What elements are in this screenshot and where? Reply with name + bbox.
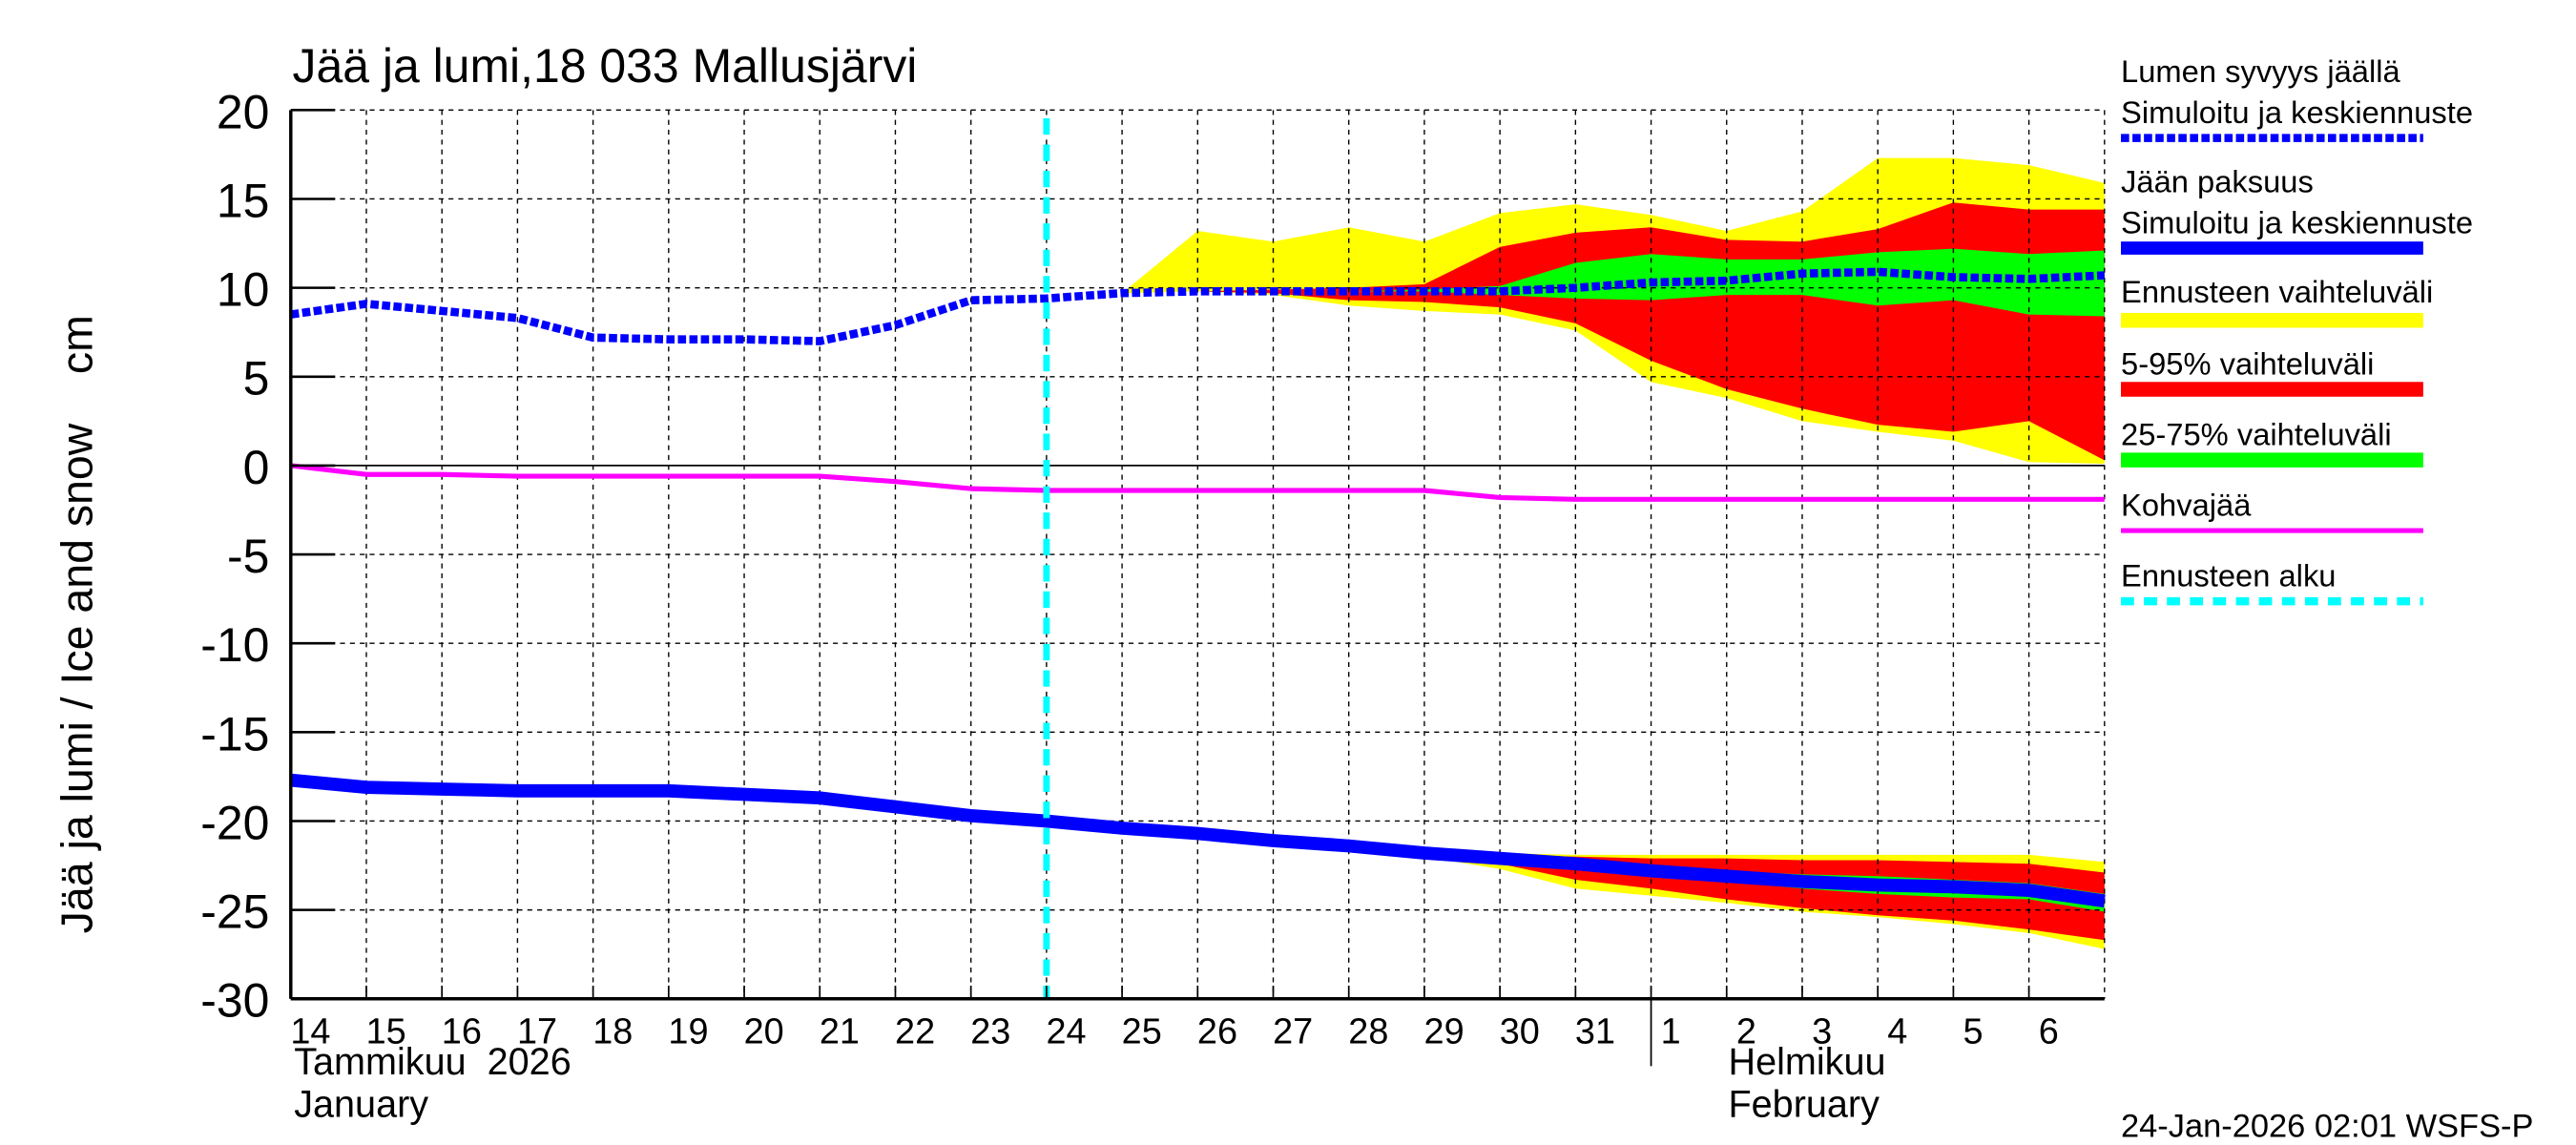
legend-item: Ennusteen alku [2121,558,2423,606]
month-label-feb-en: February [1728,1084,1880,1126]
legend-label: 25-75% vaihteluväli [2121,417,2392,452]
month-label-jan-en: January [294,1084,428,1126]
legend-label: Kohvajää [2121,488,2252,523]
ice-thickness-line [290,773,2106,908]
x-tick-label: 4 [1887,1011,1907,1051]
y-tick-label: 20 [217,85,270,138]
legend-label: Simuloitu ja keskiennuste [2121,94,2473,130]
x-tick-label: 15 [366,1011,406,1051]
y-tick-label: 5 [243,352,270,406]
x-tick-label: 19 [668,1011,708,1051]
grid [290,109,2106,999]
chart-title: Jää ja lumi,18 033 Mallusjärvi [293,39,918,93]
series-lines [290,117,2106,999]
x-tick-label: 17 [517,1011,557,1051]
legend: Lumen syvyys jäällä Simuloitu ja keskienn… [2121,53,2473,606]
month-label-feb-fi: Helmikuu [1728,1041,1885,1083]
legend-item: Lumen syvyys jäällä Simuloitu ja keskienn… [2121,53,2473,142]
ice-band-yellow [1122,826,2105,949]
legend-label: 5-95% vaihteluväli [2121,346,2374,382]
x-tick-label: 30 [1500,1011,1540,1051]
legend-item: Jään paksuus Simuloitu ja keskiennuste [2121,163,2473,255]
x-tick-label: 18 [592,1011,633,1051]
legend-item: 25-75% vaihteluväli [2121,417,2423,468]
ice-band-red [1122,827,2105,941]
x-tick-label: 20 [744,1011,784,1051]
y-tick-label: -30 [200,974,269,1028]
legend-label: Lumen syvyys jäällä [2121,53,2400,89]
x-tick-label: 28 [1348,1011,1388,1051]
y-tick-label: -10 [200,618,269,672]
snow-band-green [1122,248,2105,317]
x-tick-label: 16 [442,1011,482,1051]
y-tick-label: -20 [200,796,269,849]
legend-item: 5-95% vaihteluväli [2121,346,2423,397]
legend-label: Jään paksuus [2121,163,2314,198]
x-tick-label: 21 [820,1011,860,1051]
y-tick-label: -15 [200,707,269,760]
x-tick-label: 22 [895,1011,935,1051]
x-tick-label: 5 [1963,1011,1984,1051]
y-tick-label: 15 [217,174,270,227]
x-tick-label: 26 [1197,1011,1237,1051]
x-tick-label: 25 [1122,1011,1162,1051]
x-tick-label: 1 [1661,1011,1681,1051]
legend-label: Ennusteen alku [2121,558,2336,593]
x-tick-label: 23 [970,1011,1010,1051]
x-tick-label: 6 [2039,1011,2059,1051]
slush-ice-line [290,463,2105,502]
legend-label: Ennusteen vaihteluväli [2121,274,2433,309]
x-tick-label: 31 [1575,1011,1615,1051]
footer-timestamp: 24-Jan-2026 02:01 WSFS-P [2121,1108,2533,1144]
y-tick-label: 10 [217,263,270,317]
legend-item: Ennusteen vaihteluväli [2121,274,2433,328]
y-tick-label: -5 [227,530,269,583]
x-tick-label: 24 [1046,1011,1086,1051]
month-label-jan-fi: Tammikuu 2026 [294,1041,571,1083]
forecast-bands [1122,157,2105,949]
y-tick-label: -25 [200,885,269,939]
snow-depth-line [290,267,2106,345]
y-axis-label: Jää ja lumi / Ice and snow cm [52,315,101,933]
x-tick-label: 27 [1273,1011,1313,1051]
x-tick-label: 29 [1424,1011,1465,1051]
legend-item: Kohvajää [2121,488,2423,533]
x-tick-label: 14 [290,1011,330,1051]
x-tick-label: 3 [1812,1011,1832,1051]
legend-label: Simuloitu ja keskiennuste [2121,204,2473,239]
x-tick-label: 2 [1736,1011,1756,1051]
y-tick-label: 0 [243,441,270,494]
